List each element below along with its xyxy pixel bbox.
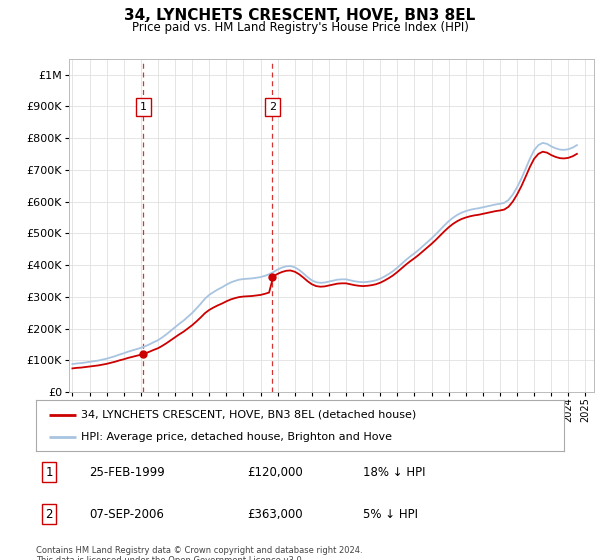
Text: 18% ↓ HPI: 18% ↓ HPI — [364, 465, 426, 479]
Text: 34, LYNCHETS CRESCENT, HOVE, BN3 8EL: 34, LYNCHETS CRESCENT, HOVE, BN3 8EL — [124, 8, 476, 24]
Text: 2: 2 — [46, 507, 53, 521]
Text: £120,000: £120,000 — [247, 465, 303, 479]
Text: £363,000: £363,000 — [247, 507, 303, 521]
Text: 07-SEP-2006: 07-SEP-2006 — [89, 507, 164, 521]
Text: HPI: Average price, detached house, Brighton and Hove: HPI: Average price, detached house, Brig… — [81, 432, 392, 442]
Text: 1: 1 — [140, 102, 147, 112]
Text: 34, LYNCHETS CRESCENT, HOVE, BN3 8EL (detached house): 34, LYNCHETS CRESCENT, HOVE, BN3 8EL (de… — [81, 409, 416, 419]
Text: 2: 2 — [269, 102, 276, 112]
Text: 25-FEB-1999: 25-FEB-1999 — [89, 465, 164, 479]
Text: 5% ↓ HPI: 5% ↓ HPI — [364, 507, 418, 521]
Text: Price paid vs. HM Land Registry's House Price Index (HPI): Price paid vs. HM Land Registry's House … — [131, 21, 469, 34]
Text: Contains HM Land Registry data © Crown copyright and database right 2024.
This d: Contains HM Land Registry data © Crown c… — [36, 546, 362, 560]
Text: 1: 1 — [46, 465, 53, 479]
